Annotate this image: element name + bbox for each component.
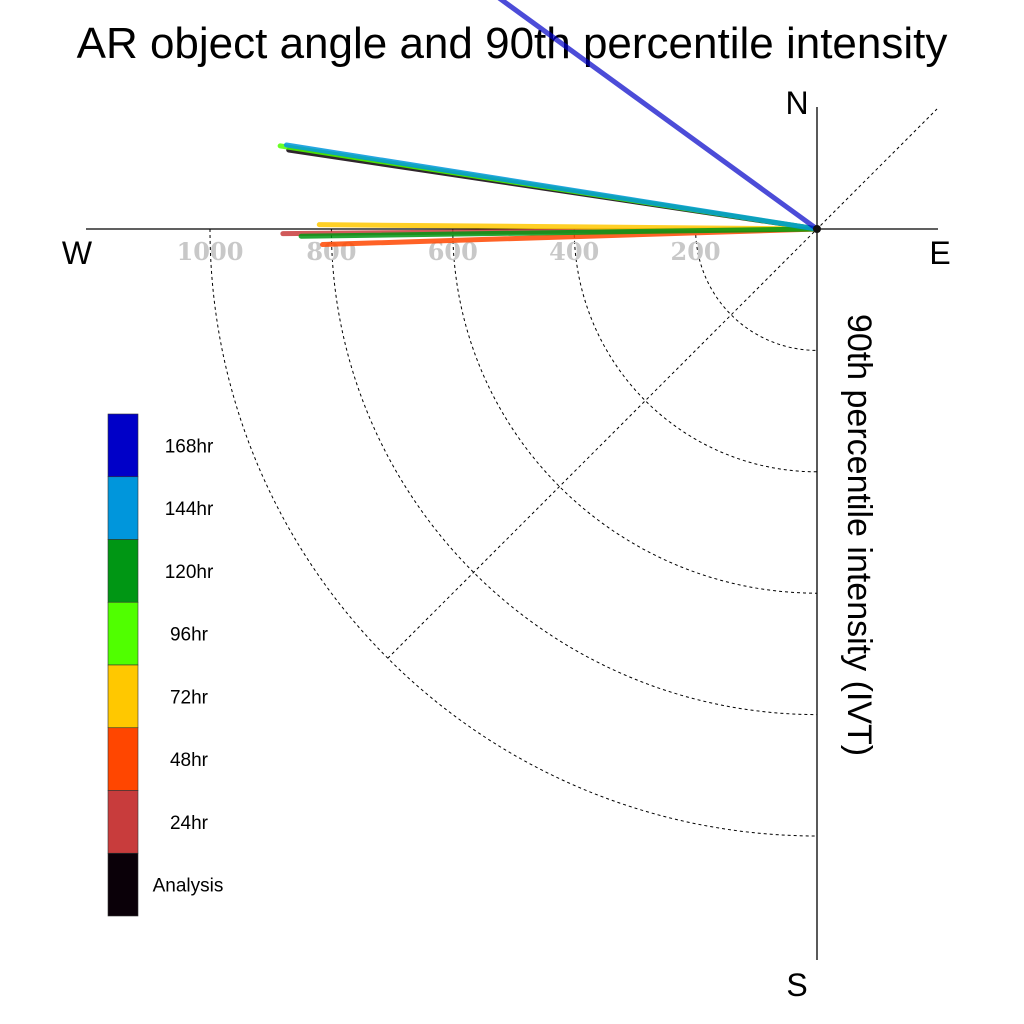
compass-west-label: W: [62, 235, 93, 271]
compass-south-label: S: [786, 967, 807, 1003]
grid-ring-1000: [209, 228, 818, 837]
polar-grid: [209, 108, 938, 837]
legend-label-96hr: 96hr: [170, 625, 209, 646]
series-line-120hr: [298, 226, 820, 239]
legend-label-168hr: 168hr: [165, 436, 214, 457]
compass-north-label: N: [785, 85, 808, 121]
legend-label-144hr: 144hr: [165, 499, 214, 520]
grid-ring-800: [330, 228, 818, 716]
legend-swatch-96hr: [107, 601, 139, 666]
legend-label-48hr: 48hr: [170, 750, 209, 771]
legend-label-24hr: 24hr: [170, 813, 209, 834]
legend-swatch-analysis: [107, 852, 139, 917]
compass-east-label: E: [929, 235, 950, 271]
legend-swatch-72hr: [107, 664, 139, 729]
series-line-144hr: [283, 142, 820, 232]
grid-ring-200: [695, 228, 818, 351]
legend-swatch-120hr: [107, 539, 139, 603]
radial-tick-200: 200: [671, 237, 721, 266]
radial-tick-1000: 1000: [177, 237, 244, 266]
radial-tick-400: 400: [549, 237, 599, 266]
legend-swatch-48hr: [107, 727, 139, 791]
legend-swatch-144hr: [107, 476, 139, 540]
grid-ring-400: [573, 228, 818, 473]
series-lines: [277, 0, 821, 248]
y-axis-label: 90th percentile intensity (IVT): [840, 314, 878, 756]
series-line-168hr: [497, 0, 820, 232]
legend: 168hr 144hr 120hr 96hr 72hr 48hr 24hr Analysis: [107, 413, 224, 917]
legend-swatch-24hr: [107, 790, 139, 854]
chart-title: AR object angle and 90th percentile inte…: [77, 19, 948, 68]
legend-label-analysis: Analysis: [153, 876, 224, 897]
grid-ring-600: [452, 228, 818, 594]
origin-point: [813, 225, 821, 233]
legend-label-72hr: 72hr: [170, 687, 209, 708]
legend-label-120hr: 120hr: [165, 562, 214, 583]
legend-swatch-168hr: [107, 413, 139, 478]
